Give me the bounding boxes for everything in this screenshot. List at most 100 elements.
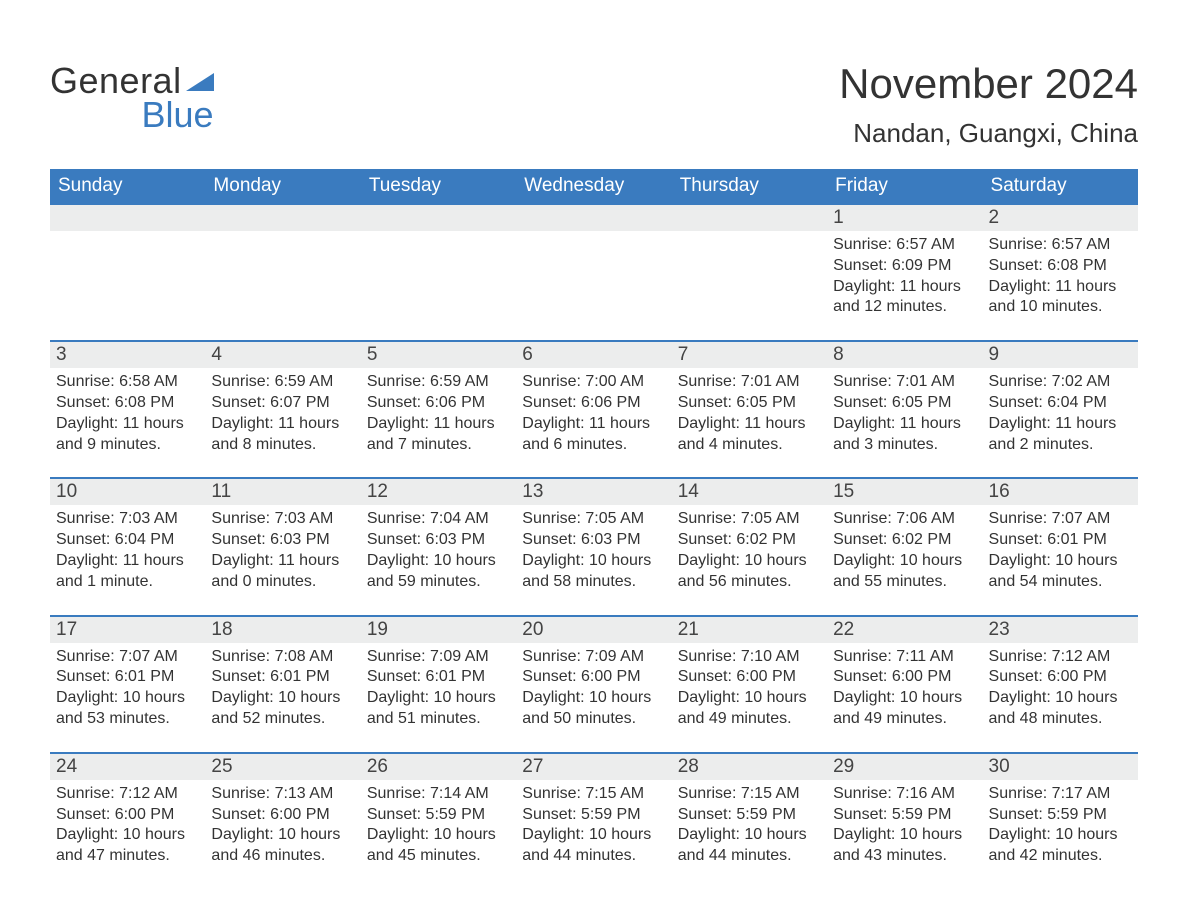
sunrise-text: Sunrise: 7:05 AM: [678, 509, 821, 530]
daylight-text: Daylight: 10 hours and 49 minutes.: [678, 688, 821, 730]
day-body: Sunrise: 7:15 AMSunset: 5:59 PMDaylight:…: [672, 780, 827, 867]
sunrise-text: Sunrise: 7:07 AM: [989, 509, 1132, 530]
day-body: Sunrise: 7:03 AMSunset: 6:03 PMDaylight:…: [205, 505, 360, 592]
day-body: Sunrise: 7:15 AMSunset: 5:59 PMDaylight:…: [516, 780, 671, 867]
daylight-text: Daylight: 11 hours and 12 minutes.: [833, 277, 976, 319]
sunset-text: Sunset: 6:01 PM: [989, 530, 1132, 551]
day-number: 4: [205, 342, 360, 368]
day-body: Sunrise: 7:13 AMSunset: 6:00 PMDaylight:…: [205, 780, 360, 867]
day-body: Sunrise: 7:07 AMSunset: 6:01 PMDaylight:…: [983, 505, 1138, 592]
daylight-text: Daylight: 10 hours and 56 minutes.: [678, 551, 821, 593]
week-row: 24Sunrise: 7:12 AMSunset: 6:00 PMDayligh…: [50, 752, 1138, 867]
sunset-text: Sunset: 5:59 PM: [833, 805, 976, 826]
day-number: 13: [516, 479, 671, 505]
day-body: Sunrise: 7:10 AMSunset: 6:00 PMDaylight:…: [672, 643, 827, 730]
day-number: 24: [50, 754, 205, 780]
day-body: Sunrise: 7:09 AMSunset: 6:00 PMDaylight:…: [516, 643, 671, 730]
day-cell: 18Sunrise: 7:08 AMSunset: 6:01 PMDayligh…: [205, 617, 360, 730]
sunrise-text: Sunrise: 7:14 AM: [367, 784, 510, 805]
day-body: Sunrise: 7:06 AMSunset: 6:02 PMDaylight:…: [827, 505, 982, 592]
day-body: Sunrise: 7:01 AMSunset: 6:05 PMDaylight:…: [827, 368, 982, 455]
day-cell: 1Sunrise: 6:57 AMSunset: 6:09 PMDaylight…: [827, 205, 982, 318]
day-cell: 23Sunrise: 7:12 AMSunset: 6:00 PMDayligh…: [983, 617, 1138, 730]
sunset-text: Sunset: 6:01 PM: [56, 667, 199, 688]
sunset-text: Sunset: 6:07 PM: [211, 393, 354, 414]
day-cell: 14Sunrise: 7:05 AMSunset: 6:02 PMDayligh…: [672, 479, 827, 592]
sunset-text: Sunset: 6:06 PM: [367, 393, 510, 414]
daylight-text: Daylight: 10 hours and 50 minutes.: [522, 688, 665, 730]
dow-cell: Thursday: [672, 169, 827, 203]
sunrise-text: Sunrise: 7:13 AM: [211, 784, 354, 805]
daylight-text: Daylight: 10 hours and 53 minutes.: [56, 688, 199, 730]
sunset-text: Sunset: 6:09 PM: [833, 256, 976, 277]
sunrise-text: Sunrise: 7:03 AM: [56, 509, 199, 530]
daylight-text: Daylight: 10 hours and 48 minutes.: [989, 688, 1132, 730]
sunrise-text: Sunrise: 6:57 AM: [989, 235, 1132, 256]
daylight-text: Daylight: 11 hours and 3 minutes.: [833, 414, 976, 456]
page-subtitle: Nandan, Guangxi, China: [839, 118, 1138, 149]
day-body: Sunrise: 7:12 AMSunset: 6:00 PMDaylight:…: [50, 780, 205, 867]
day-body: Sunrise: 7:01 AMSunset: 6:05 PMDaylight:…: [672, 368, 827, 455]
day-number: 10: [50, 479, 205, 505]
day-body: Sunrise: 6:58 AMSunset: 6:08 PMDaylight:…: [50, 368, 205, 455]
day-cell: 29Sunrise: 7:16 AMSunset: 5:59 PMDayligh…: [827, 754, 982, 867]
sunrise-text: Sunrise: 7:12 AM: [989, 647, 1132, 668]
week-row: 3Sunrise: 6:58 AMSunset: 6:08 PMDaylight…: [50, 340, 1138, 455]
sunrise-text: Sunrise: 6:58 AM: [56, 372, 199, 393]
sunset-text: Sunset: 6:00 PM: [522, 667, 665, 688]
sunset-text: Sunset: 6:01 PM: [211, 667, 354, 688]
sunrise-text: Sunrise: 7:01 AM: [833, 372, 976, 393]
day-body: Sunrise: 6:57 AMSunset: 6:09 PMDaylight:…: [827, 231, 982, 318]
sunset-text: Sunset: 6:05 PM: [833, 393, 976, 414]
day-cell: 2Sunrise: 6:57 AMSunset: 6:08 PMDaylight…: [983, 205, 1138, 318]
day-body: Sunrise: 7:03 AMSunset: 6:04 PMDaylight:…: [50, 505, 205, 592]
daylight-text: Daylight: 10 hours and 58 minutes.: [522, 551, 665, 593]
day-number: 28: [672, 754, 827, 780]
day-body: Sunrise: 7:04 AMSunset: 6:03 PMDaylight:…: [361, 505, 516, 592]
week-row: 17Sunrise: 7:07 AMSunset: 6:01 PMDayligh…: [50, 615, 1138, 730]
sunset-text: Sunset: 5:59 PM: [367, 805, 510, 826]
day-cell: 28Sunrise: 7:15 AMSunset: 5:59 PMDayligh…: [672, 754, 827, 867]
sunrise-text: Sunrise: 7:07 AM: [56, 647, 199, 668]
sunset-text: Sunset: 6:06 PM: [522, 393, 665, 414]
sunrise-text: Sunrise: 7:02 AM: [989, 372, 1132, 393]
sunrise-text: Sunrise: 7:06 AM: [833, 509, 976, 530]
day-number: 9: [983, 342, 1138, 368]
day-body: Sunrise: 7:17 AMSunset: 5:59 PMDaylight:…: [983, 780, 1138, 867]
sunset-text: Sunset: 6:03 PM: [211, 530, 354, 551]
sunset-text: Sunset: 6:08 PM: [56, 393, 199, 414]
day-number: 21: [672, 617, 827, 643]
day-number: 6: [516, 342, 671, 368]
day-number: 5: [361, 342, 516, 368]
dow-cell: Saturday: [983, 169, 1138, 203]
sunset-text: Sunset: 6:05 PM: [678, 393, 821, 414]
brand-logo: General Blue: [50, 60, 214, 136]
daylight-text: Daylight: 10 hours and 44 minutes.: [678, 825, 821, 867]
day-cell: 7Sunrise: 7:01 AMSunset: 6:05 PMDaylight…: [672, 342, 827, 455]
daylight-text: Daylight: 10 hours and 54 minutes.: [989, 551, 1132, 593]
calendar-grid: SundayMondayTuesdayWednesdayThursdayFrid…: [50, 169, 1138, 867]
sunrise-text: Sunrise: 6:59 AM: [211, 372, 354, 393]
day-number: 8: [827, 342, 982, 368]
sunset-text: Sunset: 6:08 PM: [989, 256, 1132, 277]
daylight-text: Daylight: 11 hours and 4 minutes.: [678, 414, 821, 456]
day-cell: [361, 205, 516, 318]
day-number: 16: [983, 479, 1138, 505]
daylight-text: Daylight: 11 hours and 2 minutes.: [989, 414, 1132, 456]
sunrise-text: Sunrise: 7:10 AM: [678, 647, 821, 668]
day-cell: [672, 205, 827, 318]
day-body: Sunrise: 7:05 AMSunset: 6:02 PMDaylight:…: [672, 505, 827, 592]
sunrise-text: Sunrise: 7:04 AM: [367, 509, 510, 530]
day-body: Sunrise: 6:59 AMSunset: 6:07 PMDaylight:…: [205, 368, 360, 455]
sunset-text: Sunset: 6:01 PM: [367, 667, 510, 688]
daylight-text: Daylight: 11 hours and 10 minutes.: [989, 277, 1132, 319]
sunset-text: Sunset: 6:00 PM: [989, 667, 1132, 688]
sunrise-text: Sunrise: 7:17 AM: [989, 784, 1132, 805]
day-number: 27: [516, 754, 671, 780]
daylight-text: Daylight: 10 hours and 51 minutes.: [367, 688, 510, 730]
day-number: 14: [672, 479, 827, 505]
daylight-text: Daylight: 11 hours and 9 minutes.: [56, 414, 199, 456]
sunset-text: Sunset: 6:00 PM: [678, 667, 821, 688]
page-title: November 2024: [839, 60, 1138, 108]
dow-cell: Sunday: [50, 169, 205, 203]
